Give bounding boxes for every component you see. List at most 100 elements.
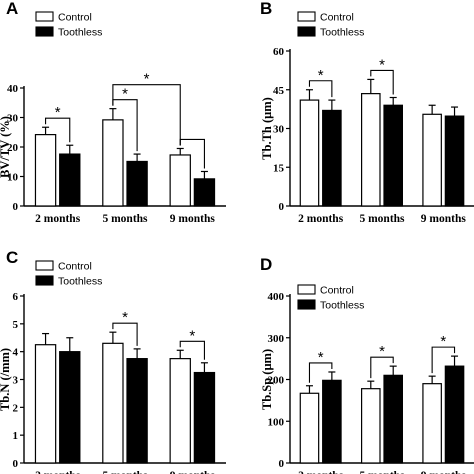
bar [34, 344, 57, 464]
x-tick-label: 2 months [35, 470, 81, 474]
bar [193, 371, 216, 464]
significance-bracket [179, 340, 205, 360]
y-tick-label: 20 [7, 142, 19, 154]
legend-swatch [297, 26, 316, 37]
significance-bracket [431, 346, 456, 374]
x-tick-label: 9 months [170, 470, 216, 474]
panel-letter: C [6, 248, 18, 267]
bar [383, 104, 403, 207]
panel-c: C 0 1 2 3 4 5 6 Tb.N (/mm) 2 months 5 months 9 mont… [0, 248, 226, 474]
legend-label: Control [320, 12, 354, 24]
significance-star: * [440, 333, 446, 350]
significance-star: * [144, 71, 150, 88]
bar [383, 374, 403, 464]
x-tick-label: 9 months [421, 470, 467, 474]
significance-bracket [112, 84, 181, 146]
bar [102, 119, 124, 207]
significance-star: * [189, 327, 195, 344]
panel-letter: D [260, 255, 272, 274]
y-tick-label: 45 [273, 85, 285, 97]
bar [102, 342, 124, 464]
legend-swatch [297, 299, 316, 310]
x-tick-label: 2 months [298, 470, 344, 474]
bar [444, 365, 465, 464]
significance-star: * [122, 309, 128, 326]
significance-bracket [308, 80, 333, 98]
y-axis-label: BV/TV (%) [0, 116, 12, 178]
y-tick-label: 400 [268, 291, 285, 303]
legend-swatch [35, 26, 54, 37]
y-tick-label: 6 [13, 291, 19, 303]
significance-bracket [370, 69, 394, 95]
legend-label: Control [320, 285, 354, 297]
significance-bracket [308, 362, 333, 383]
significance-star: * [122, 86, 128, 103]
bar [126, 160, 148, 207]
bar [169, 154, 191, 207]
significance-star: * [55, 104, 61, 121]
significance-bracket [45, 117, 71, 143]
y-tick-label: 3 [13, 375, 19, 387]
bar [34, 134, 57, 207]
x-tick-label: 5 months [102, 213, 148, 225]
bar [126, 358, 148, 464]
significance-star: * [318, 67, 324, 84]
x-tick-label: 2 months [298, 213, 344, 225]
legend-label: Toothless [320, 27, 364, 39]
y-tick-label: 15 [273, 162, 285, 174]
y-tick-label: 0 [279, 458, 285, 470]
x-tick-label: 9 months [170, 213, 216, 225]
legend-label: Toothless [58, 276, 102, 288]
panel-d: D 0 100 200 300 400 Tb.Sp (μm) 2 months 5 months… [260, 255, 474, 474]
y-axis-label: Tb.Th (μm) [260, 97, 274, 160]
y-tick-label: 30 [7, 113, 19, 125]
y-tick-label: 1 [13, 430, 19, 442]
significance-bracket [370, 356, 394, 379]
x-tick-label: 5 months [359, 213, 405, 225]
bar [299, 392, 320, 464]
y-tick-label: 200 [268, 375, 285, 387]
y-tick-label: 10 [7, 172, 19, 184]
y-tick-label: 4 [13, 347, 19, 359]
y-tick-label: 2 [13, 402, 19, 414]
legend-label: Toothless [58, 27, 102, 39]
y-tick-label: 0 [279, 201, 285, 213]
significance-bracket [112, 322, 138, 346]
x-tick-label: 2 months [35, 213, 81, 225]
legend-swatch [297, 11, 316, 22]
significance-star: * [379, 343, 385, 360]
y-tick-label: 100 [268, 416, 285, 428]
significance-star: * [318, 349, 324, 366]
bar [361, 93, 381, 207]
bar [322, 109, 342, 207]
bar [361, 388, 381, 464]
bar [169, 358, 191, 464]
bar [422, 383, 442, 464]
y-tick-label: 0 [13, 201, 19, 213]
bar [299, 99, 320, 207]
panel-b: B 0 15 30 45 60 Tb.Th (μm) 2 months 5 months 9 mo… [260, 0, 474, 225]
legend-swatch [35, 260, 54, 271]
bar [444, 115, 465, 207]
y-tick-label: 40 [7, 83, 19, 95]
y-axis-label: Tb.N (/mm) [0, 348, 12, 411]
bar [422, 113, 442, 207]
bar [322, 379, 342, 464]
legend-label: Toothless [320, 300, 364, 312]
legend-label: Control [58, 12, 92, 24]
significance-bracket [179, 138, 205, 169]
y-tick-label: 60 [273, 46, 285, 58]
y-tick-label: 5 [13, 319, 19, 331]
x-tick-label: 5 months [102, 470, 148, 474]
significance-star: * [379, 56, 385, 73]
bar [59, 153, 81, 207]
legend-swatch [35, 11, 54, 22]
x-tick-label: 9 months [421, 213, 467, 225]
y-tick-label: 30 [273, 124, 285, 136]
y-axis-label: Tb.Sp (μm) [260, 349, 274, 410]
x-tick-label: 5 months [359, 470, 405, 474]
panel-a: A 0 10 20 30 40 BV/TV (%) 2 months 5 months 9 mon… [0, 0, 226, 225]
bar [59, 351, 81, 464]
legend-swatch [35, 275, 54, 286]
